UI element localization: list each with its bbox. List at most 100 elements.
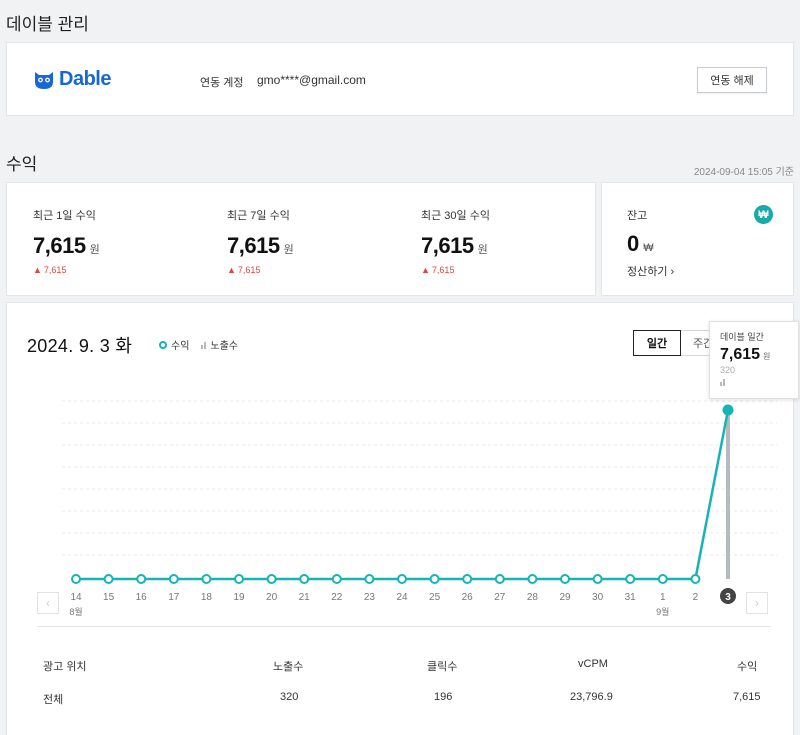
balance-card: 잔고 ₩ 0 ₩ 정산하기 ›: [601, 182, 794, 296]
legend-revenue[interactable]: 수익: [159, 337, 189, 352]
revenue-point: [397, 574, 407, 584]
disconnect-button[interactable]: 연동 해제: [697, 67, 767, 93]
x-tick-label: 15: [103, 592, 115, 603]
balance-value: 0: [627, 231, 640, 256]
tooltip-title: 데이블 일간: [720, 332, 764, 342]
earnings-delta: 7,615: [237, 265, 261, 275]
x-tick-label: 3: [725, 592, 731, 603]
month-label: 9월: [656, 606, 669, 617]
cell-impressions: 320: [280, 691, 299, 703]
earnings-label: 최근 7일 수익: [227, 210, 290, 222]
earnings-30day: 최근 30일 수익 7,615 원 ▲ 7,615: [421, 207, 490, 275]
col-header-clicks: 클릭수: [427, 661, 458, 673]
revenue-point: [722, 404, 734, 416]
tooltip-impressions: 320: [720, 365, 736, 375]
currency-unit: 원: [89, 244, 100, 256]
section-title: 수익: [6, 155, 38, 174]
cell-clicks: 196: [434, 691, 453, 703]
dable-owl-icon: [35, 71, 53, 89]
cell-placement: 전체: [43, 694, 64, 706]
cell-revenue: 7,615: [733, 691, 761, 703]
x-tick-label: 22: [331, 592, 343, 603]
x-tick-label: 17: [168, 592, 180, 603]
data-timestamp: 2024-09-04 15:05 기준: [693, 167, 794, 178]
up-arrow-icon: ▲: [33, 265, 42, 275]
x-tick-label: 28: [527, 592, 539, 603]
balance-label: 잔고: [627, 210, 648, 222]
revenue-chart: 14 15 16 17 18 19 20 21 22 23 24 25 26 27 28 29 30 31 1 2 38…: [62, 400, 777, 617]
revenue-point: [592, 574, 603, 584]
chart-prev-button[interactable]: ‹: [37, 592, 59, 614]
earnings-delta: 7,615: [43, 265, 67, 275]
x-tick-label: 18: [201, 592, 213, 603]
legend-impressions[interactable]: 노출수: [201, 337, 238, 352]
chart-next-button[interactable]: ›: [746, 592, 768, 614]
x-tick-label: 19: [233, 592, 245, 603]
selected-day-marker: [720, 588, 736, 604]
x-tick-label: 25: [429, 592, 441, 603]
x-tick-label: 29: [559, 592, 571, 603]
page-title: 데이블 관리: [6, 15, 89, 34]
revenue-point: [560, 574, 570, 584]
earnings-label: 최근 1일 수익: [33, 210, 96, 222]
x-tick-label: 14: [70, 592, 82, 603]
revenue-point: [266, 574, 277, 584]
revenue-point: [364, 574, 375, 584]
x-tick-label: 21: [299, 592, 311, 603]
revenue-point: [234, 574, 244, 584]
earnings-delta: 7,615: [431, 265, 455, 275]
dable-logo: Dable: [33, 68, 111, 91]
tooltip-value: 7,615: [720, 346, 761, 363]
x-tick-label: 31: [625, 592, 637, 603]
earnings-card: 최근 1일 수익 7,615 원 ▲ 7,615 최근 7일 수익 7,615 원 ▲…: [6, 182, 596, 296]
earnings-1day: 최근 1일 수익 7,615 원 ▲ 7,615: [33, 207, 100, 275]
impression-bar: [726, 410, 730, 579]
account-email: gmo****@gmail.com: [257, 73, 366, 87]
dable-logo-text: Dable: [59, 68, 111, 90]
dable-account-card: Dable 연동 계정 gmo****@gmail.com 연동 해제: [6, 42, 794, 116]
chart-card: 2024. 9. 3 화 수익 노출수 일간 주간 14 15 16 17 18 19 20…: [6, 302, 799, 735]
x-tick-label: 24: [396, 592, 408, 603]
revenue-point: [331, 574, 342, 584]
revenue-point: [657, 574, 668, 584]
legend-impressions-label: 노출수: [210, 341, 239, 352]
revenue-point: [690, 574, 701, 584]
chart-date: 2024. 9. 3 화: [27, 336, 133, 356]
col-header-placement: 광고 위치: [43, 661, 87, 673]
bar-chart-icon: [201, 341, 207, 349]
revenue-point: [201, 574, 212, 584]
tooltip-unit: 원: [763, 352, 771, 361]
revenue-point: [527, 574, 538, 584]
revenue-point: [103, 574, 114, 584]
x-tick-label: 30: [592, 592, 604, 603]
x-tick-label: 20: [266, 592, 278, 603]
month-label: 8월: [69, 606, 82, 617]
account-label: 연동 계정: [200, 77, 244, 89]
chart-legend: 수익 노출수: [159, 337, 238, 352]
revenue-point: [136, 574, 147, 584]
earnings-label: 최근 30일 수익: [421, 210, 490, 222]
cell-vcpm: 23,796.9: [570, 691, 613, 703]
balance-unit: ₩: [643, 242, 654, 254]
earnings-value: 7,615: [227, 233, 280, 258]
earnings-value: 7,615: [421, 233, 474, 258]
currency-unit: 원: [477, 244, 488, 256]
revenue-point: [168, 574, 179, 584]
tab-daily[interactable]: 일간: [633, 330, 681, 356]
up-arrow-icon: ▲: [421, 265, 430, 275]
x-tick-label: 26: [462, 592, 474, 603]
revenue-point: [462, 574, 473, 584]
settle-link[interactable]: 정산하기 ›: [627, 266, 675, 278]
revenue-point: [625, 574, 636, 584]
x-tick-label: 1: [660, 592, 666, 603]
divider: [37, 626, 771, 627]
revenue-point: [299, 574, 310, 584]
revenue-point: [71, 574, 81, 584]
currency-unit: 원: [283, 244, 294, 256]
legend-revenue-label: 수익: [171, 341, 190, 352]
earnings-value: 7,615: [33, 233, 86, 258]
col-header-revenue: 수익: [737, 661, 758, 673]
revenue-series-line: [76, 409, 730, 581]
won-icon: ₩: [754, 205, 773, 224]
x-tick-label: 16: [136, 592, 148, 603]
